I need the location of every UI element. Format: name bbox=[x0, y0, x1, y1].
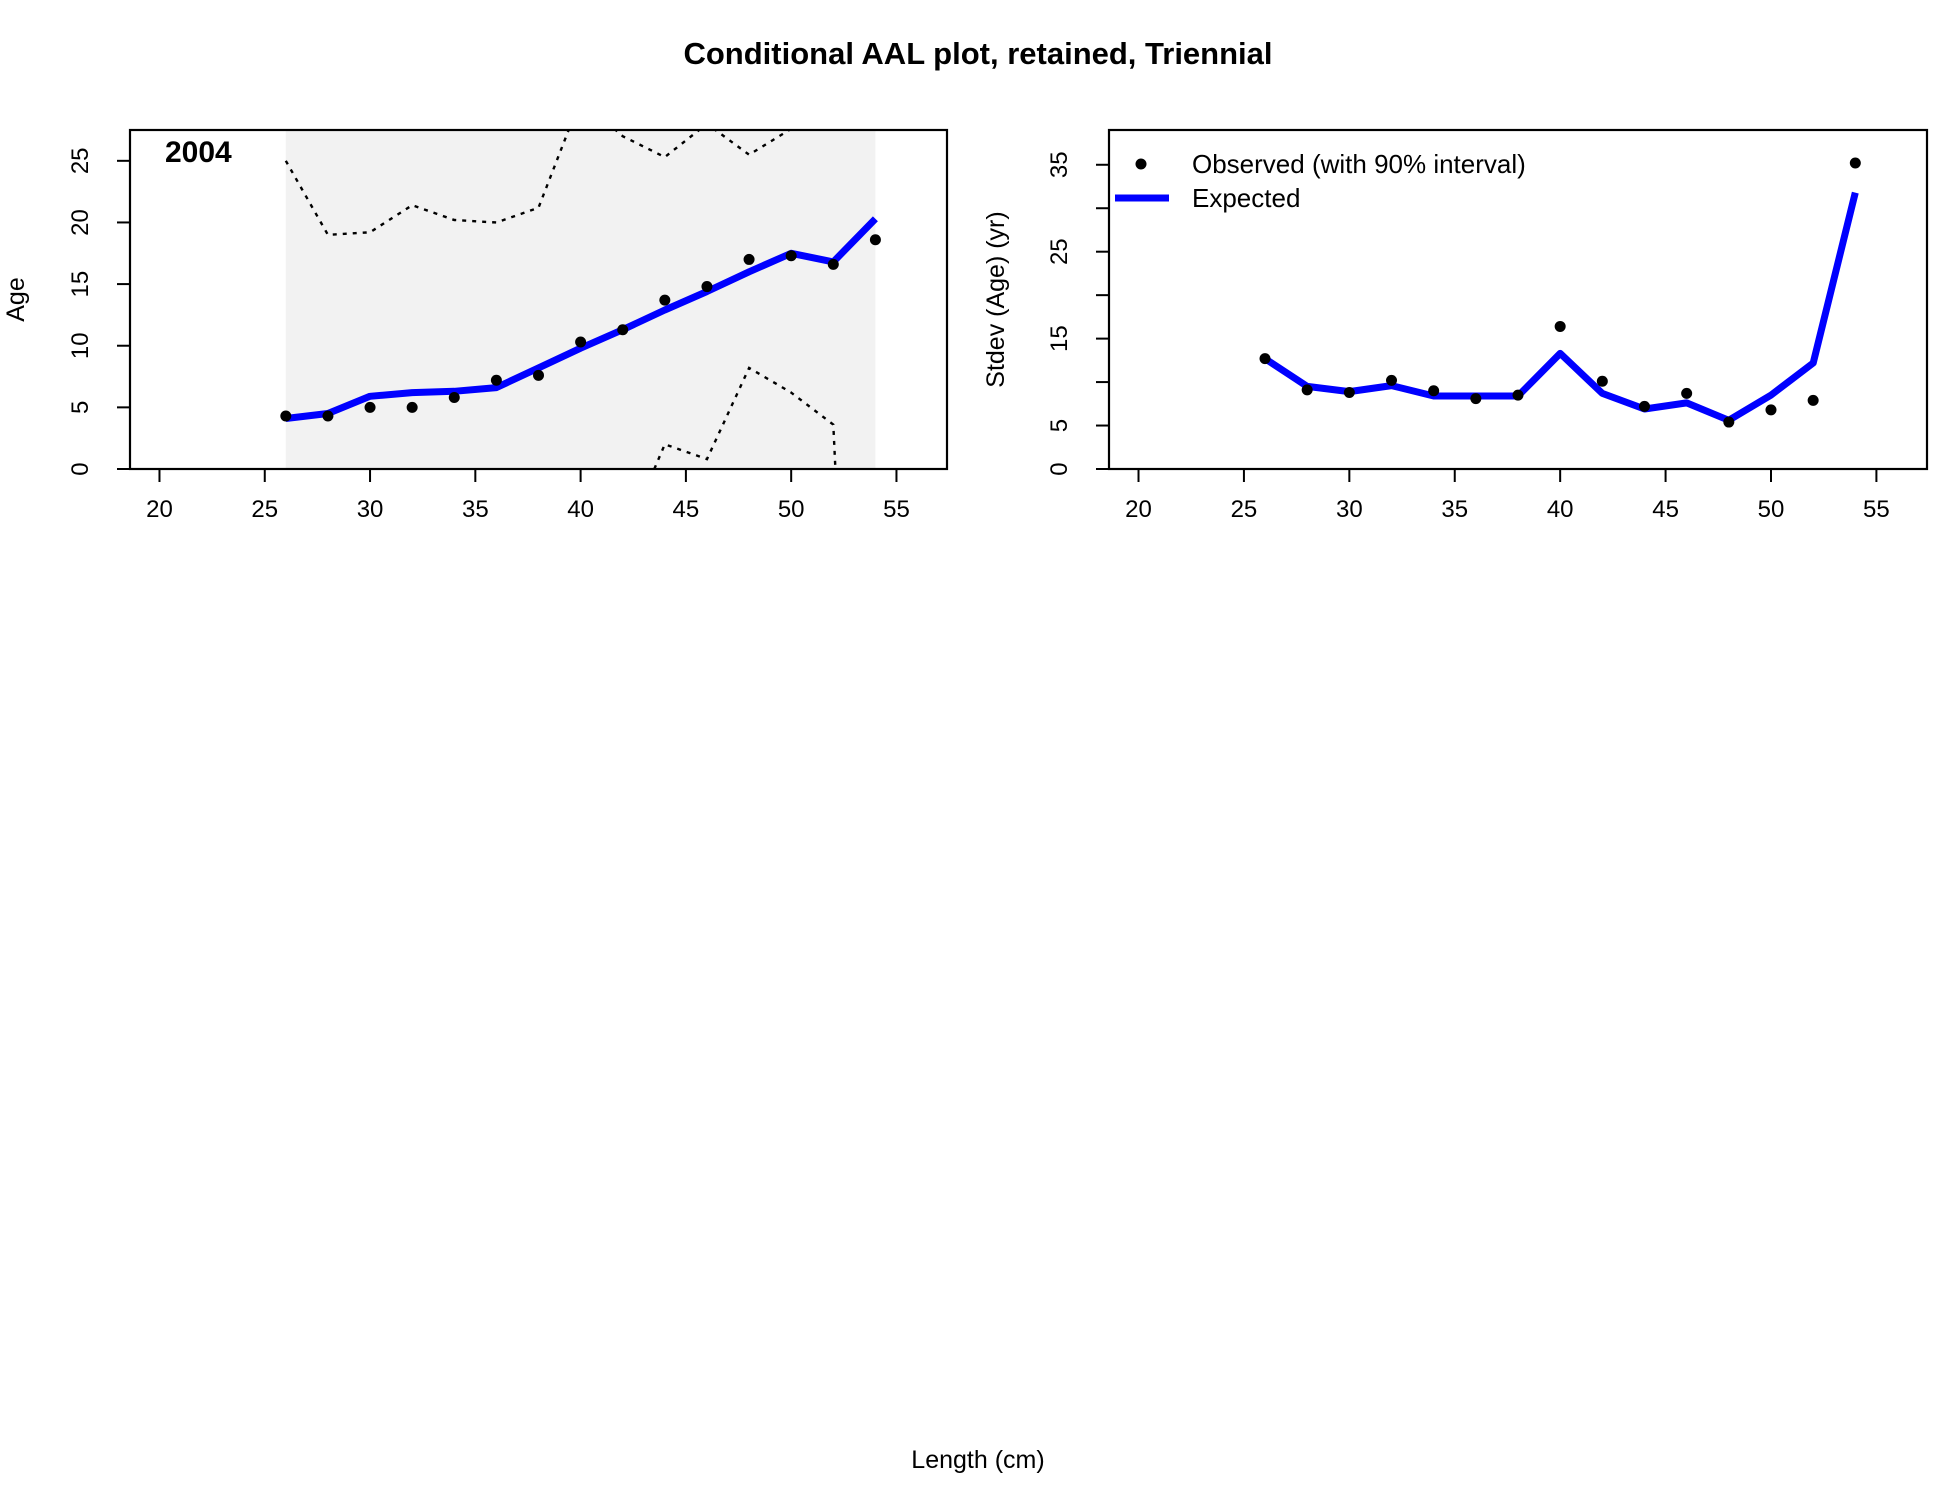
observed-point bbox=[280, 410, 292, 422]
x-tick-label: 30 bbox=[357, 496, 384, 523]
plot-area bbox=[1259, 157, 1861, 428]
y-axis-label: Age bbox=[2, 277, 30, 321]
x-tick-label: 25 bbox=[251, 496, 278, 523]
y-tick-label: 25 bbox=[1046, 238, 1073, 265]
plot-frame bbox=[1107, 128, 1929, 471]
observed-point bbox=[575, 336, 587, 348]
legend-entry-label: Expected bbox=[1192, 183, 1300, 213]
observed-point bbox=[659, 294, 671, 306]
observed-point bbox=[1343, 387, 1355, 399]
observed-point bbox=[490, 374, 502, 386]
y-tick-label: 15 bbox=[1046, 325, 1073, 352]
panel-year-label: 2004 bbox=[165, 136, 232, 169]
x-axis-label: Length (cm) bbox=[911, 1446, 1044, 1474]
observed-point bbox=[1259, 353, 1271, 365]
observed-point bbox=[785, 250, 797, 262]
observed-point bbox=[1512, 389, 1524, 401]
x-tick-label: 50 bbox=[778, 496, 805, 523]
mean-age-panel: 20 25 30 35 40 45 50 55 0 5 10 15 20 25 Age 2004 bbox=[2, 128, 949, 523]
x-tick-label: 40 bbox=[567, 496, 594, 523]
x-tick-label: 35 bbox=[462, 496, 489, 523]
observed-point bbox=[869, 234, 881, 246]
x-tick-label: 40 bbox=[1547, 496, 1574, 523]
observed-point bbox=[1428, 385, 1440, 397]
observed-point bbox=[743, 253, 755, 265]
stdev-age-panel: 20 25 30 35 40 45 50 55 0 5 15 25 35 Stdev (Age) (yr)… bbox=[982, 128, 1929, 523]
x-tick-label: 45 bbox=[673, 496, 700, 523]
observed-point bbox=[617, 324, 629, 336]
x-tick-label: 45 bbox=[1652, 496, 1679, 523]
observed-point bbox=[1596, 375, 1608, 387]
observed-point bbox=[1386, 374, 1398, 386]
y-tick-label: 5 bbox=[1046, 419, 1073, 432]
observed-point bbox=[533, 369, 544, 381]
y-tick-label: 0 bbox=[1046, 462, 1073, 475]
legend-entry-label: Observed (with 90% interval) bbox=[1192, 149, 1526, 179]
chart-title: Conditional AAL plot, retained, Triennia… bbox=[683, 36, 1272, 71]
observed-point bbox=[406, 401, 418, 413]
observed-point bbox=[448, 392, 460, 404]
x-tick-label: 50 bbox=[1758, 496, 1785, 523]
x-tick-label: 20 bbox=[146, 496, 173, 523]
data-range-shading bbox=[285, 130, 876, 469]
observed-point bbox=[1470, 393, 1482, 405]
expected-line bbox=[285, 216, 878, 422]
x-tick-label: 30 bbox=[1336, 496, 1363, 523]
observed-point bbox=[1807, 394, 1819, 406]
y-tick-label: 10 bbox=[67, 332, 94, 359]
x-tick-label: 55 bbox=[1863, 496, 1890, 523]
interval-dotted-line bbox=[653, 366, 837, 469]
x-tick-label: 20 bbox=[1125, 496, 1152, 523]
y-tick-label: 0 bbox=[67, 462, 94, 475]
plot-area bbox=[280, 130, 881, 469]
legend: Observed (with 90% interval) Expected bbox=[1115, 149, 1526, 213]
legend-point-marker bbox=[1135, 158, 1147, 170]
x-tick-label: 55 bbox=[883, 496, 910, 523]
observed-point bbox=[322, 410, 334, 422]
observed-point bbox=[1554, 320, 1566, 332]
y-tick-label: 5 bbox=[67, 401, 94, 414]
observed-point bbox=[701, 281, 713, 293]
plot-frame bbox=[128, 128, 949, 471]
x-tick-label: 35 bbox=[1441, 496, 1468, 523]
observed-point bbox=[1849, 157, 1861, 169]
y-tick-label: 35 bbox=[1046, 151, 1073, 178]
expected-line bbox=[1263, 191, 1859, 424]
y-tick-label: 25 bbox=[67, 147, 94, 174]
observed-point bbox=[827, 258, 839, 270]
observed-point bbox=[1638, 400, 1650, 412]
observed-point bbox=[1301, 384, 1313, 396]
y-tick-label: 15 bbox=[67, 271, 94, 298]
observed-point bbox=[1765, 404, 1777, 416]
observed-point bbox=[364, 401, 376, 413]
observed-point bbox=[1723, 416, 1735, 428]
observed-point bbox=[1681, 387, 1693, 399]
x-tick-label: 25 bbox=[1231, 496, 1258, 523]
y-tick-label: 20 bbox=[67, 209, 94, 236]
y-axis-label: Stdev (Age) (yr) bbox=[982, 211, 1010, 387]
